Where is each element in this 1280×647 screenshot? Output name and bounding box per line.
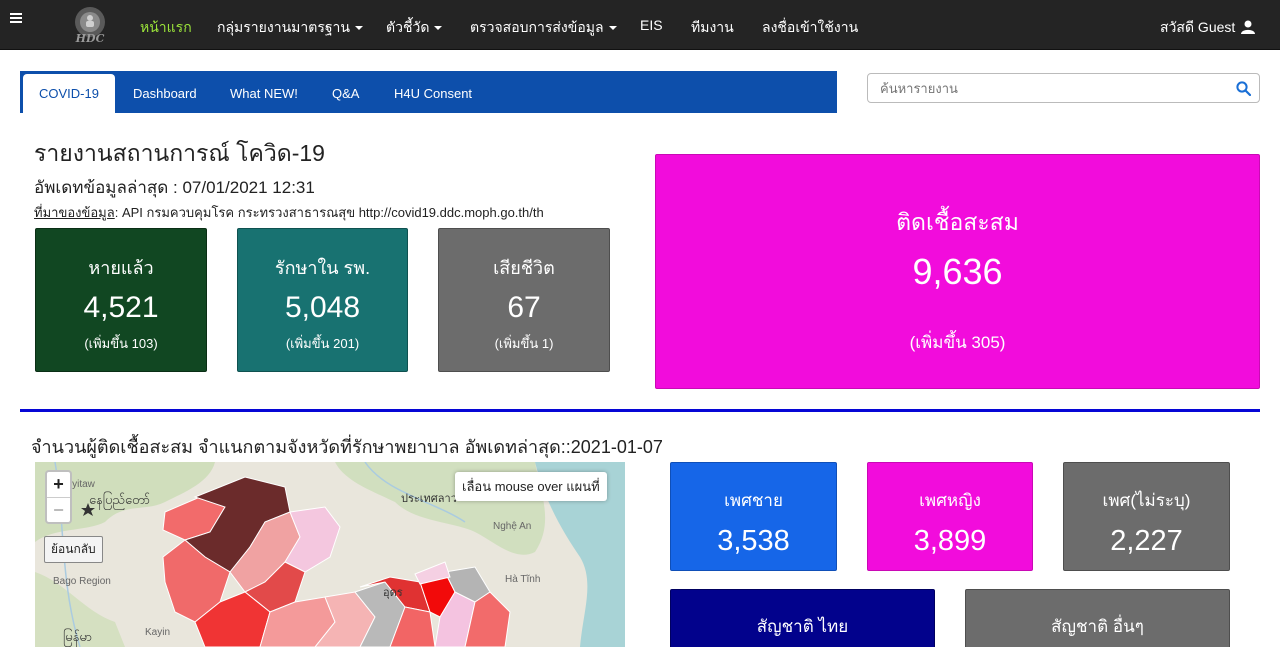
zoom-in-button[interactable]: + (53, 474, 64, 494)
stat-label: รักษาใน รพ. (274, 258, 371, 278)
map-back-button[interactable]: ย้อนกลับ (44, 536, 103, 563)
stat-deaths: เสียชีวิต 67 (เพิ่มขึ้น 1) (438, 228, 610, 372)
top-navbar: HDC หน้าแรก กลุ่มรายงานมาตรฐาน ตัวชี้วัด… (0, 0, 1280, 50)
nav-team[interactable]: ทีมงาน (691, 19, 734, 35)
svg-text:HDC: HDC (75, 32, 105, 45)
stat-label: หายแล้ว (88, 258, 154, 278)
nav-data-check[interactable]: ตรวจสอบการส่งข้อมูล (470, 17, 617, 39)
map-label: Kayin (145, 627, 171, 638)
nav-indicators-label: ตัวชี้วัด (386, 19, 430, 35)
map-label: နေပြည်တော် (89, 492, 151, 507)
data-source-text: : API กรมควบคุมโรค กระทรวงสาธารณสุข http… (114, 205, 544, 220)
tab-bar: COVID-19 Dashboard What NEW! Q&A H4U Con… (20, 71, 837, 113)
map-label: อุดร (383, 587, 403, 599)
stat-value: 67 (507, 291, 541, 324)
stat-value: 4,521 (83, 291, 159, 324)
tab-whats-new[interactable]: What NEW! (230, 86, 298, 101)
stat-label: เสียชีวิต (493, 258, 555, 278)
stat-gender-unspecified: เพศ(ไม่ระบุ) 2,227 (1063, 462, 1230, 571)
map-label: Bago Region (53, 576, 111, 587)
stat-increase: (เพิ่มขึ้น 201) (285, 336, 360, 351)
stat-nationality-other: สัญชาติ อื่นๆ (965, 589, 1230, 647)
chevron-down-icon (355, 26, 363, 30)
user-greeting: สวัสดี Guest (1160, 19, 1236, 35)
chevron-down-icon (608, 26, 617, 30)
stat-label: เพศ(ไม่ระบุ) (1102, 491, 1191, 510)
zoom-out-button[interactable]: − (47, 497, 70, 522)
nav-data-check-label: ตรวจสอบการส่งข้อมูล (470, 19, 604, 35)
search-input[interactable] (868, 74, 1228, 102)
user-icon (1241, 20, 1256, 34)
map-label: Hà Tĩnh (505, 574, 541, 585)
nav-eis[interactable]: EIS (640, 17, 663, 33)
stat-value: 9,636 (912, 251, 1003, 292)
tab-covid19[interactable]: COVID-19 (23, 74, 115, 113)
nav-standard-reports[interactable]: กลุ่มรายงานมาตรฐาน (217, 17, 363, 39)
stat-increase: (เพิ่มขึ้น 103) (84, 336, 158, 351)
stat-label: สัญชาติ อื่นๆ (1051, 617, 1144, 636)
tab-dashboard[interactable]: Dashboard (133, 86, 197, 101)
stat-hospitalized: รักษาใน รพ. 5,048 (เพิ่มขึ้น 201) (237, 228, 408, 372)
stat-value: 2,227 (1110, 525, 1183, 557)
stat-female: เพศหญิง 3,899 (867, 462, 1033, 571)
stat-label: ติดเชื้อสะสม (896, 209, 1019, 235)
stat-nationality-thai: สัญชาติ ไทย (670, 589, 935, 647)
data-source-label: ที่มาของข้อมูล (34, 205, 115, 220)
map-label: Nghệ An (493, 521, 532, 532)
stat-value: 3,899 (913, 525, 987, 557)
chevron-down-icon (434, 26, 443, 30)
last-updated: อัพเดทข้อมูลล่าสุด : 07/01/2021 12:31 (34, 178, 315, 197)
stat-male: เพศชาย 3,538 (670, 462, 837, 571)
nav-home[interactable]: หน้าแรก (140, 19, 192, 35)
province-map[interactable]: Taypyitaw နေပြည်တော် ประเทศลาว Nghệ An B… (35, 462, 625, 647)
section-title: จำนวนผู้ติดเชื้อสะสม จำแนกตามจังหวัดที่ร… (31, 437, 663, 457)
page-title: รายงานสถานการณ์ โควิด-19 (34, 140, 325, 166)
zoom-control: + − (45, 470, 72, 524)
map-label: မြန်မာ (63, 629, 93, 644)
hamburger-icon[interactable] (10, 13, 22, 23)
search-icon[interactable] (1236, 81, 1251, 96)
map-label: Taypyitaw (51, 479, 95, 490)
stat-recovered: หายแล้ว 4,521 (เพิ่มขึ้น 103) (35, 228, 207, 372)
tab-h4u-consent[interactable]: H4U Consent (394, 86, 473, 101)
stat-value: 5,048 (284, 291, 361, 324)
section-divider (20, 409, 1260, 412)
search-box (867, 73, 1260, 103)
stat-value: 3,538 (717, 525, 790, 557)
stat-label: สัญชาติ ไทย (756, 617, 849, 636)
map-hover-hint: เลื่อน mouse over แผนที่ (455, 472, 607, 501)
map-canvas[interactable] (35, 462, 625, 647)
stat-label: เพศชาย (724, 491, 783, 510)
map-label: ประเทศลาว (401, 493, 457, 505)
stat-increase: (เพิ่มขึ้น 1) (494, 336, 554, 351)
hdc-logo[interactable]: HDC (68, 4, 112, 46)
stat-label: เพศหญิง (919, 491, 981, 510)
stat-increase: (เพิ่มขึ้น 305) (909, 333, 1006, 352)
nav-standard-reports-label: กลุ่มรายงานมาตรฐาน (217, 19, 350, 35)
nav-indicators[interactable]: ตัวชี้วัด (386, 17, 443, 39)
user-menu[interactable]: สวัสดี Guest (1160, 17, 1256, 39)
data-source: ที่มาของข้อมูล: API กรมควบคุมโรค กระทรวง… (34, 202, 544, 223)
stat-total-infected: ติดเชื้อสะสม 9,636 (เพิ่มขึ้น 305) (655, 154, 1260, 389)
tab-qa[interactable]: Q&A (332, 86, 360, 101)
nav-login[interactable]: ลงชื่อเข้าใช้งาน (762, 19, 859, 35)
